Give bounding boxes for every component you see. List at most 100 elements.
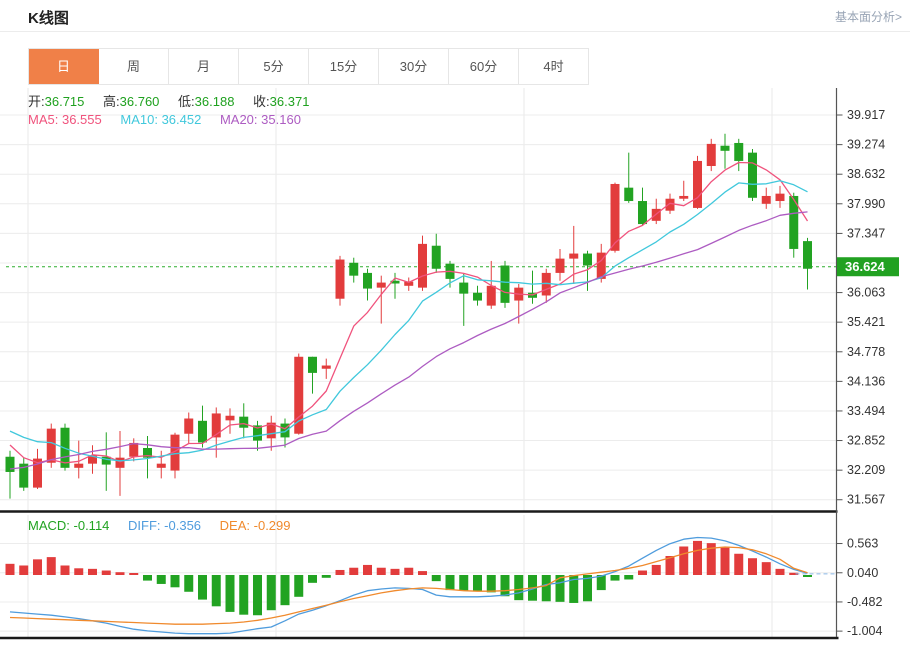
ma20-line <box>9 211 808 470</box>
ma-legend: MA5: 36.555 MA10: 36.452 MA20: 35.160 <box>28 112 316 127</box>
candles <box>5 133 812 499</box>
candle-up <box>706 143 716 167</box>
macd-bar-down <box>156 575 166 584</box>
svg-text:39.917: 39.917 <box>847 108 885 122</box>
macd-bar-down <box>266 575 276 611</box>
close-value: 收:36.371 <box>253 94 310 109</box>
macd-bar-up <box>761 562 771 575</box>
macd-bar-up <box>734 553 744 575</box>
ma10-line <box>9 180 808 462</box>
candle-up <box>74 463 84 468</box>
macd-bar-down <box>803 575 812 577</box>
macd-bar-down <box>569 575 579 603</box>
candle-down <box>803 241 812 269</box>
macd-bar-down <box>486 575 496 593</box>
macd-bar-up <box>363 564 372 575</box>
macd-bar-up <box>60 565 70 575</box>
svg-text:32.852: 32.852 <box>847 434 885 448</box>
candle-up <box>170 434 180 471</box>
svg-text:0.040: 0.040 <box>847 566 878 580</box>
macd-bar-up <box>720 547 730 575</box>
macd-bar-down <box>514 575 524 601</box>
macd-bar-up <box>404 567 414 575</box>
svg-text:31.567: 31.567 <box>847 493 885 507</box>
macd-bar-down <box>280 575 290 606</box>
candle-down <box>349 262 359 276</box>
candle-up <box>610 183 620 251</box>
candle-down <box>19 463 29 488</box>
tab-60min[interactable]: 60分 <box>449 49 519 84</box>
macd-bar-up <box>775 568 785 575</box>
tab-15min[interactable]: 15分 <box>309 49 379 84</box>
candle-up <box>761 195 771 204</box>
candle-up <box>541 272 551 296</box>
macd-bar-down <box>610 575 620 581</box>
tab-month[interactable]: 月 <box>169 49 239 84</box>
macd-bar-up <box>706 543 716 575</box>
macd-bar-up <box>693 540 702 575</box>
svg-text:32.209: 32.209 <box>847 463 885 477</box>
macd-bar-down <box>596 575 606 591</box>
candle-down <box>734 142 744 161</box>
candle-up <box>376 282 386 288</box>
fundamental-analysis-link[interactable]: 基本面分析> <box>834 10 902 24</box>
candle-up <box>129 442 139 457</box>
svg-text:0.563: 0.563 <box>847 537 878 551</box>
candle-down <box>459 282 469 294</box>
price-axis-labels: 39.91739.27438.63237.99037.34736.70536.0… <box>836 108 885 507</box>
candle-down <box>198 420 207 443</box>
tab-5min[interactable]: 5分 <box>239 49 309 84</box>
macd-bar-up <box>665 555 675 575</box>
macd-bar-up <box>101 570 111 575</box>
candle-down <box>638 201 647 225</box>
tab-4hour[interactable]: 4时 <box>519 49 588 84</box>
ma5-value: MA5: 36.555 <box>28 112 102 127</box>
candle-up <box>569 253 579 259</box>
macd-bar-down <box>624 575 634 580</box>
macd-bar-down <box>541 575 551 602</box>
candle-down <box>431 245 441 269</box>
macd-bar-down <box>459 575 469 591</box>
candle-down <box>500 265 510 303</box>
candle-down <box>143 447 152 458</box>
svg-text:36.624: 36.624 <box>845 259 886 274</box>
price-gridlines <box>0 114 837 501</box>
candle-up <box>693 160 702 208</box>
macd-bar-up <box>376 567 386 575</box>
candle-down <box>280 423 290 438</box>
macd-bar-down <box>211 575 221 607</box>
macd-value: MACD: -0.114 <box>28 518 110 533</box>
ma20-value: MA20: 35.160 <box>219 112 301 127</box>
macd-bar-up <box>88 568 97 575</box>
tab-day[interactable]: 日 <box>29 49 99 84</box>
candle-down <box>473 292 482 301</box>
tab-week[interactable]: 周 <box>99 49 169 84</box>
svg-text:-1.004: -1.004 <box>847 624 882 638</box>
candle-down <box>583 253 592 266</box>
svg-text:36.063: 36.063 <box>847 286 885 300</box>
svg-text:39.274: 39.274 <box>847 138 885 152</box>
candle-up <box>404 281 414 286</box>
high-value: 高:36.760 <box>103 94 160 109</box>
candle-down <box>253 425 262 441</box>
svg-text:33.494: 33.494 <box>847 404 885 418</box>
macd-bar-up <box>789 572 799 575</box>
tab-30min[interactable]: 30分 <box>379 49 449 84</box>
candle-down <box>748 152 757 198</box>
macd-bar-down <box>308 575 317 583</box>
candle-up <box>486 285 496 306</box>
candle-up <box>225 415 235 421</box>
ma10-value: MA10: 36.452 <box>120 112 202 127</box>
macd-bar-up <box>638 570 647 575</box>
candle-up <box>266 422 276 439</box>
ohlc-legend: 开:36.715 高:36.760 低:36.188 收:36.371 <box>28 91 324 110</box>
candle-down <box>720 145 730 151</box>
macd-bar-up <box>115 572 125 575</box>
candle-up <box>88 455 97 464</box>
svg-text:-0.482: -0.482 <box>847 595 882 609</box>
candle-up <box>33 458 42 488</box>
macd-bar-up <box>679 546 689 575</box>
low-value: 低:36.188 <box>178 94 235 109</box>
macd-bar-down <box>555 575 565 602</box>
